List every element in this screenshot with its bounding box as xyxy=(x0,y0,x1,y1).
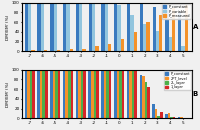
Bar xyxy=(165,114,168,118)
Bar xyxy=(178,117,180,118)
Bar xyxy=(37,71,40,118)
Bar xyxy=(130,15,134,51)
Bar xyxy=(109,71,111,118)
Bar xyxy=(159,15,162,51)
Bar xyxy=(88,71,91,118)
Bar xyxy=(45,71,48,118)
Bar xyxy=(25,71,27,118)
Bar xyxy=(42,71,45,118)
Bar xyxy=(114,4,117,51)
Legend: P_constant, 2PT_level, 2L_layer, 1_layer: P_constant, 2PT_level, 2L_layer, 1_layer xyxy=(164,71,191,90)
Bar xyxy=(40,71,42,118)
Bar xyxy=(140,4,143,51)
Bar xyxy=(30,71,32,118)
Bar xyxy=(146,22,150,51)
Bar xyxy=(173,117,175,118)
Bar xyxy=(168,113,170,118)
Bar xyxy=(27,71,30,118)
Legend: P_constant, P_variable, P_measured: P_constant, P_variable, P_measured xyxy=(162,4,191,19)
Bar xyxy=(78,71,81,118)
Bar xyxy=(185,5,188,51)
Bar xyxy=(50,71,53,118)
Text: B: B xyxy=(193,91,198,97)
Bar xyxy=(147,87,150,118)
Bar xyxy=(83,71,86,118)
Bar xyxy=(181,46,185,51)
Bar xyxy=(134,71,137,118)
Bar xyxy=(31,50,35,51)
Bar xyxy=(63,4,66,51)
Bar xyxy=(58,71,60,118)
Bar xyxy=(41,4,44,51)
Bar xyxy=(180,117,183,118)
Bar xyxy=(160,112,163,118)
Bar xyxy=(122,71,124,118)
Bar xyxy=(132,71,134,118)
Bar xyxy=(157,116,160,118)
Bar xyxy=(68,71,71,118)
Bar xyxy=(95,46,99,51)
Bar xyxy=(108,44,111,51)
Bar xyxy=(79,4,82,51)
Bar xyxy=(94,71,96,118)
Bar xyxy=(76,71,78,118)
Bar xyxy=(127,71,129,118)
Bar xyxy=(101,71,104,118)
Bar xyxy=(32,71,35,118)
Bar xyxy=(142,76,145,118)
Bar xyxy=(140,74,142,118)
Bar xyxy=(81,71,83,118)
Bar xyxy=(57,50,60,51)
Bar xyxy=(143,24,146,51)
Bar xyxy=(117,5,121,51)
Bar xyxy=(127,4,130,51)
Bar xyxy=(25,4,28,51)
Bar xyxy=(54,4,57,51)
Bar xyxy=(28,4,31,51)
Bar xyxy=(105,4,108,51)
Bar xyxy=(119,71,122,118)
Bar xyxy=(50,4,54,51)
Bar xyxy=(71,71,73,118)
Bar xyxy=(91,71,94,118)
Bar xyxy=(155,109,157,118)
Bar xyxy=(70,49,73,51)
Y-axis label: DMᴵ/EMᴵ (%): DMᴵ/EMᴵ (%) xyxy=(6,81,10,107)
Bar xyxy=(106,71,109,118)
Bar xyxy=(170,117,173,118)
Bar xyxy=(55,71,58,118)
Bar xyxy=(134,32,137,51)
Bar xyxy=(152,104,155,118)
Bar xyxy=(104,71,106,118)
Bar xyxy=(117,71,119,118)
Bar xyxy=(89,4,92,51)
Bar xyxy=(169,37,172,51)
Bar xyxy=(96,71,99,118)
Bar xyxy=(63,71,65,118)
Bar xyxy=(82,49,86,51)
Bar xyxy=(129,71,132,118)
Bar xyxy=(165,8,169,51)
Bar xyxy=(156,31,159,51)
Bar xyxy=(114,71,117,118)
Y-axis label: DMᴵ/EMᴵ (%): DMᴵ/EMᴵ (%) xyxy=(6,14,10,40)
Bar xyxy=(178,12,181,51)
Bar xyxy=(65,71,68,118)
Bar xyxy=(101,4,105,51)
Bar xyxy=(37,4,41,51)
Bar xyxy=(44,50,47,51)
Bar xyxy=(53,71,55,118)
Bar xyxy=(121,39,124,51)
Bar xyxy=(92,4,95,51)
Bar xyxy=(66,4,70,51)
Bar xyxy=(145,82,147,118)
Bar xyxy=(172,8,175,51)
Text: A: A xyxy=(193,24,198,30)
Bar xyxy=(76,4,79,51)
Bar xyxy=(153,7,156,51)
